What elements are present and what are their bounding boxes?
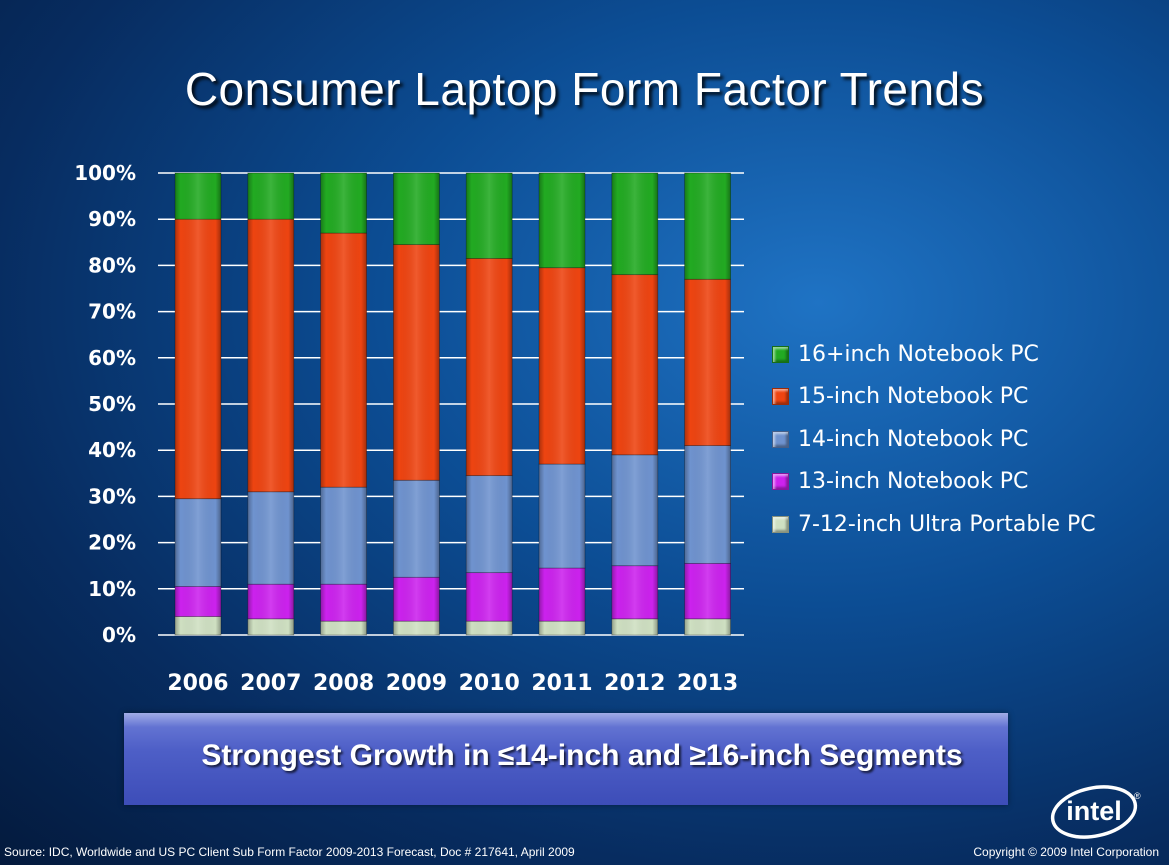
- stacked-bar-chart: 0%10%20%30%40%50%60%70%80%90%100% 2006 20…: [74, 161, 738, 696]
- y-tick-label: 40%: [88, 438, 136, 462]
- slide-title: Consumer Laptop Form Factor Trends: [184, 63, 985, 115]
- y-axis-ticks: 0% 10% 20% 30% 40% 50% 60% 70% 80% 90% 100%: [74, 161, 136, 647]
- bar-segment-shade: [684, 279, 731, 446]
- bar-segment-shade: [539, 621, 585, 635]
- bar-segment-shade: [175, 219, 221, 499]
- intel-logo-text: intel: [1066, 796, 1122, 826]
- bar-segment-shade: [611, 173, 658, 275]
- x-category-label: 2007: [240, 671, 301, 696]
- bars: [174, 172, 731, 636]
- y-tick-label: 60%: [88, 346, 136, 370]
- y-tick-label: 100%: [74, 161, 136, 185]
- bar-segment-shade: [320, 173, 367, 234]
- banner-text: Strongest Growth in ≤14-inch and ≥16-inc…: [201, 739, 963, 772]
- legend-label: 13-inch Notebook PC: [798, 469, 1029, 495]
- legend-swatch: [772, 430, 789, 448]
- legend-item: 15-inch Notebook PC: [772, 376, 1096, 419]
- x-category-label: 2011: [531, 671, 592, 696]
- legend-item: 13-inch Notebook PC: [772, 461, 1096, 504]
- bar-segment-shade: [539, 568, 585, 622]
- bar-segment-shade: [539, 464, 585, 569]
- legend-item: 14-inch Notebook PC: [772, 418, 1096, 461]
- bar-segment-shade: [466, 173, 513, 259]
- x-category-label: 2013: [677, 671, 738, 696]
- bar-segment-shade: [175, 498, 221, 587]
- bar-segment-shade: [175, 616, 221, 635]
- bar-segment-shade: [684, 173, 731, 280]
- x-category-label: 2012: [604, 671, 665, 696]
- bar-segment-shade: [320, 233, 367, 488]
- bar-segment-shade: [247, 491, 294, 585]
- chart-legend: 16+inch Notebook PC 15-inch Notebook PC 14…: [772, 333, 1096, 546]
- legend-swatch: [772, 345, 789, 363]
- bar-segment-shade: [320, 487, 367, 585]
- bar-segment-shade: [393, 577, 440, 622]
- copyright-note: Copyright © 2009 Intel Corporation: [973, 845, 1159, 859]
- y-tick-label: 30%: [88, 484, 136, 508]
- y-tick-label: 10%: [88, 577, 136, 601]
- legend-item: 16+inch Notebook PC: [772, 333, 1096, 376]
- bar-segment-shade: [247, 584, 294, 619]
- bar-segment-shade: [611, 565, 658, 619]
- bar-segment-shade: [247, 219, 294, 492]
- bar-segment-shade: [466, 621, 513, 635]
- legend-label: 14-inch Notebook PC: [798, 426, 1029, 452]
- bar-segment-shade: [684, 563, 731, 619]
- bar-segment-shade: [611, 618, 658, 635]
- bar-segment-shade: [466, 572, 513, 622]
- y-tick-label: 80%: [88, 253, 136, 277]
- bar-segment-shade: [611, 454, 658, 566]
- source-note: Source: IDC, Worldwide and US PC Client …: [4, 845, 575, 859]
- x-axis-categories: 2006 2007 2008 2009 2010 2011 2012 2013: [167, 671, 738, 696]
- bar-segment-shade: [393, 621, 440, 635]
- x-category-label: 2010: [459, 671, 520, 696]
- bar-segment-shade: [393, 244, 440, 481]
- legend-label: 15-inch Notebook PC: [798, 384, 1029, 410]
- bar-segment-shade: [611, 274, 658, 455]
- y-tick-label: 70%: [88, 300, 136, 324]
- legend-swatch: [772, 473, 789, 491]
- bar-segment-shade: [684, 445, 731, 564]
- legend-swatch: [772, 388, 789, 406]
- bar-segment-shade: [320, 584, 367, 622]
- highlight-banner: Strongest Growth in ≤14-inch and ≥16-inc…: [124, 713, 1008, 805]
- legend-label: 16+inch Notebook PC: [798, 341, 1039, 367]
- bar-segment-shade: [539, 267, 585, 465]
- bar-segment-shade: [466, 258, 513, 476]
- x-category-label: 2009: [386, 671, 447, 696]
- bar-segment-shade: [247, 173, 294, 220]
- bar-segment-shade: [320, 621, 367, 635]
- y-tick-label: 20%: [88, 531, 136, 555]
- bar-segment-shade: [684, 618, 731, 635]
- legend-item: 7-12-inch Ultra Portable PC: [772, 503, 1096, 546]
- bar-segment-shade: [247, 618, 294, 635]
- bar-segment-shade: [175, 586, 221, 617]
- intel-logo-mark: ®: [1134, 791, 1141, 801]
- bar-segment-shade: [175, 173, 221, 220]
- bar-segment-shade: [393, 480, 440, 578]
- y-tick-label: 0%: [102, 623, 136, 647]
- y-tick-label: 90%: [88, 207, 136, 231]
- x-category-label: 2008: [313, 671, 374, 696]
- bar-segment-shade: [539, 173, 585, 268]
- x-category-label: 2006: [167, 671, 228, 696]
- intel-logo: intel ®: [1050, 785, 1141, 839]
- bar-segment-shade: [393, 173, 440, 245]
- y-tick-label: 50%: [88, 392, 136, 416]
- legend-label: 7-12-inch Ultra Portable PC: [798, 511, 1096, 537]
- legend-swatch: [772, 515, 789, 533]
- bar-segment-shade: [466, 475, 513, 573]
